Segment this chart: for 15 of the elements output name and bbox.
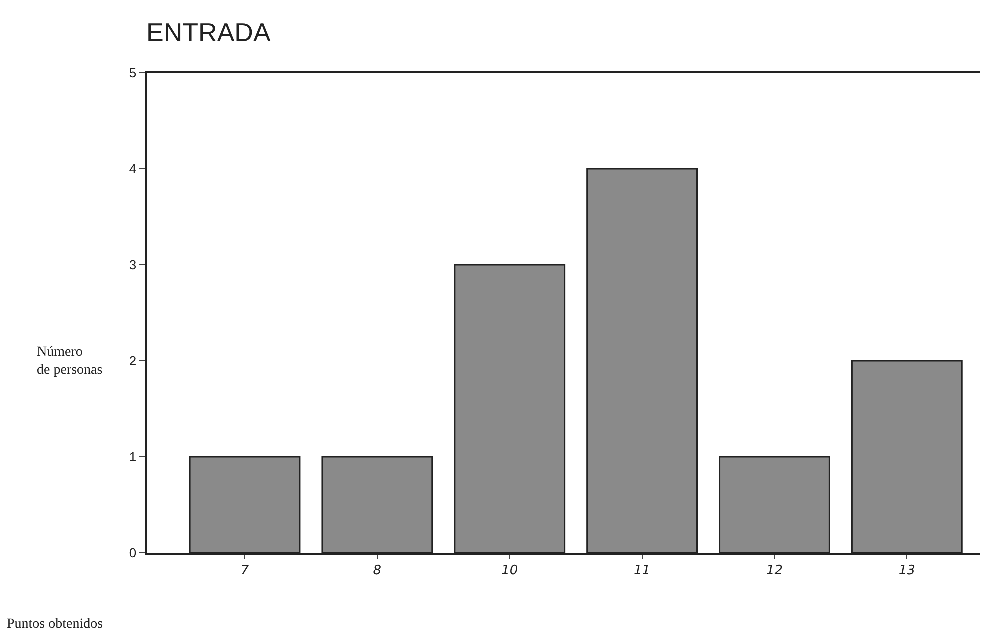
x-axis-title: Puntos obtenidos: [7, 617, 104, 632]
x-tick-label: 10: [502, 563, 518, 578]
x-tick-label: 11: [634, 563, 651, 578]
chart-title: ENTRADA: [146, 17, 272, 48]
y-tick-label: 1: [129, 450, 137, 465]
y-tick-label: 3: [129, 258, 137, 273]
x-tick-label: 8: [373, 563, 382, 578]
y-tick-label: 2: [129, 354, 137, 369]
x-tick-label: 13: [898, 563, 916, 578]
y-tick-label: 5: [129, 66, 137, 81]
y-axis-title: Número de personas: [37, 345, 103, 378]
y-tick-label: 4: [129, 162, 137, 177]
x-tick-label: 7: [240, 563, 250, 578]
y-tick-label: 0: [129, 546, 137, 561]
x-tick-label: 12: [766, 563, 784, 578]
